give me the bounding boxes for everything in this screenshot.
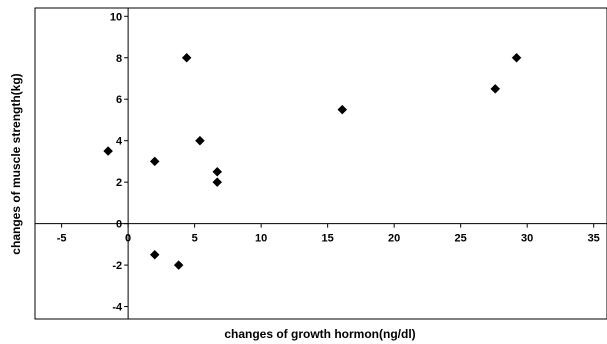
x-tick-label: 5	[192, 233, 198, 245]
tick-labels: -5 0 5 10 15 20 25 30 35 -4 -2 0 2 4 6 8 10	[57, 11, 600, 313]
y-tick-label: -4	[112, 302, 123, 314]
data-point	[337, 104, 348, 115]
data-point	[149, 156, 160, 167]
y-tick-label: 6	[116, 94, 122, 106]
x-tick-label: 30	[521, 233, 533, 245]
x-tick-label: 35	[588, 233, 600, 245]
data-point	[181, 52, 192, 63]
data-point	[212, 177, 223, 188]
y-tick-label: -2	[112, 260, 122, 272]
x-tick-label: 10	[255, 233, 267, 245]
data-point	[103, 146, 114, 156]
data-point	[212, 166, 223, 177]
x-tick-label: 20	[388, 233, 400, 245]
y-tick-label: 2	[116, 177, 122, 189]
y-tick-label: 4	[116, 136, 123, 148]
y-tick-label: 0	[116, 219, 122, 231]
axes	[35, 8, 607, 319]
data-point	[173, 260, 184, 270]
x-axis-title: changes of growth hormon(ng/dl)	[224, 327, 415, 341]
x-tick-label: 0	[125, 233, 131, 245]
x-tick-label: -5	[57, 233, 67, 245]
data-points	[103, 52, 522, 270]
data-point	[195, 135, 205, 146]
y-tick-label: 8	[116, 53, 122, 65]
x-tick-label: 25	[455, 233, 467, 245]
y-axis-title: changes of muscle strength(kg)	[9, 73, 23, 254]
y-tick-label: 10	[110, 11, 122, 23]
data-point	[490, 84, 501, 94]
data-point	[511, 52, 522, 63]
plot-area-frame	[34, 7, 607, 320]
x-tick-label: 15	[322, 233, 334, 245]
data-point	[149, 249, 160, 260]
